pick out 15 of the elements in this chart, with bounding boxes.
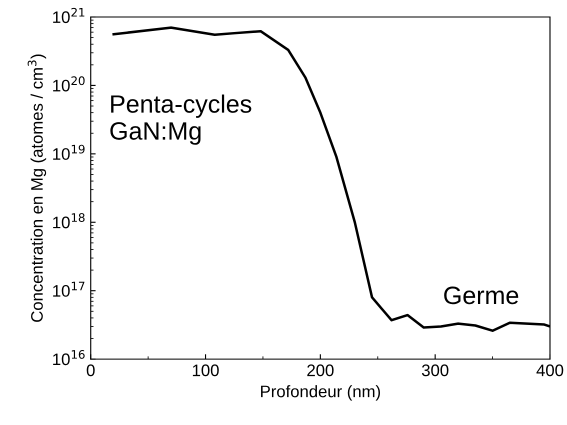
- annotation: Germe: [444, 286, 518, 304]
- x-axis-title: Profondeur (nm): [261, 385, 380, 401]
- y-tick-label: 10$^{18}$: [53, 213, 85, 228]
- y-tick-label: 10$^{20}$: [53, 76, 85, 92]
- x-tick-label: 200: [307, 364, 334, 376]
- x-tick-label: 300: [422, 364, 448, 376]
- y-tick-label: 10$^{16}$: [53, 350, 85, 366]
- annotation: Penta-cycles GaN:Mg: [110, 94, 252, 145]
- y-tick-label: 10$^{19}$: [53, 144, 85, 160]
- y-tick-label: 10$^{21}$: [53, 8, 84, 24]
- x-tick-label: 0: [86, 364, 95, 376]
- y-tick-label: 10$^{17}$: [53, 282, 84, 297]
- y-axis-title: Concentration en Mg (atomes / cm$^{3}$): [28, 54, 46, 322]
- x-tick-label: 400: [536, 364, 564, 376]
- x-tick-label: 100: [192, 364, 219, 376]
